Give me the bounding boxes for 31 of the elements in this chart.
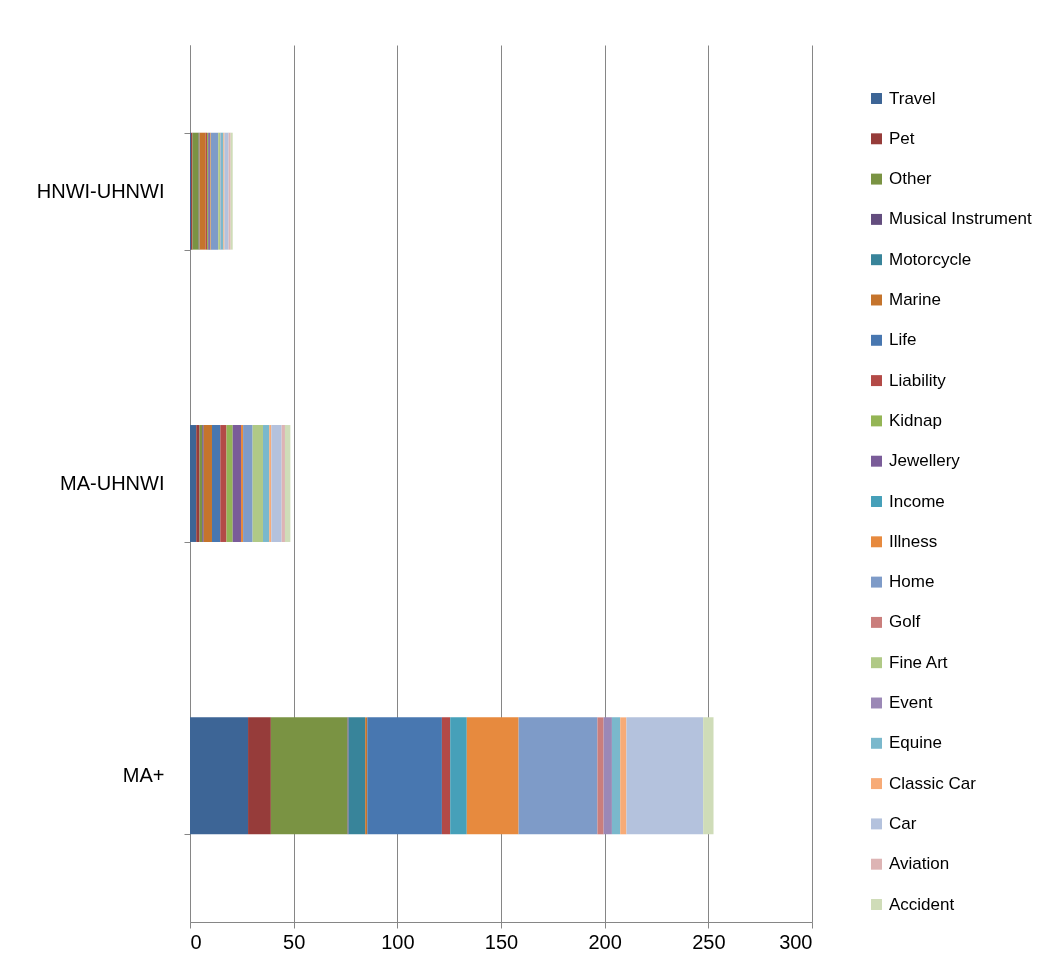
legend-label: Other (889, 169, 932, 189)
legend-label: Travel (889, 88, 936, 108)
legend-label: Motorcycle (889, 249, 972, 269)
legend-label: Accident (889, 894, 955, 914)
legend-label: Life (889, 330, 917, 350)
legend-label: Kidnap (889, 410, 942, 430)
legend-label: Home (889, 572, 935, 592)
legend-label: Fine Art (889, 652, 948, 672)
legend-label: Marine (889, 290, 941, 309)
legend-label: Event (889, 693, 933, 712)
y-tick-label: MA+ (122, 764, 165, 787)
x-tick-label: 0 (190, 930, 202, 953)
legend-label: Equine (889, 733, 942, 753)
legend-label: Income (889, 491, 945, 511)
legend-label: Illness (889, 531, 938, 551)
legend-label: Aviation (889, 854, 950, 874)
legend-label: Liability (889, 370, 947, 390)
x-tick-label: 200 (588, 930, 622, 953)
legend-label: Pet (889, 128, 915, 148)
x-tick-label: 300 (779, 930, 813, 953)
legend-label: Car (889, 813, 917, 833)
y-tick-label: MA-UHNWI (60, 472, 165, 494)
legend-label: Musical Instrument (889, 209, 1032, 229)
legend-label: Classic Car (889, 773, 977, 793)
legend-label: Jewellery (889, 451, 961, 471)
x-tick-label: 150 (484, 930, 519, 953)
y-tick-label: HNWI-UHNWI (36, 179, 165, 202)
legend-label: Golf (889, 612, 921, 632)
x-tick-label: 250 (692, 930, 726, 953)
x-tick-label: 50 (283, 930, 306, 953)
x-tick-label: 100 (381, 930, 415, 953)
